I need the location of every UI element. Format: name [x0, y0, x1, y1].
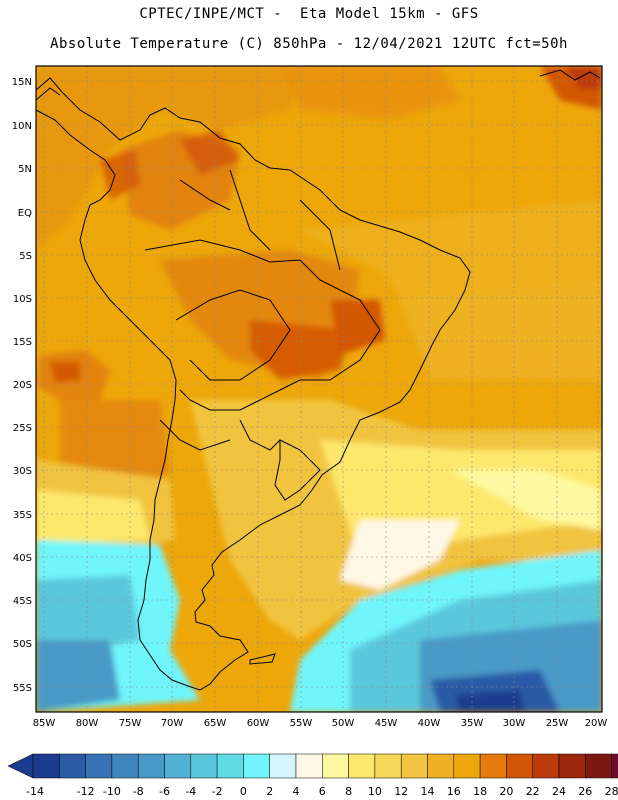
lon-label: 25W — [546, 718, 569, 729]
colorbar-swatch — [322, 753, 349, 779]
lat-label: 10N — [12, 121, 32, 132]
colorbar-label: -2 — [212, 785, 223, 798]
lat-label: 35S — [13, 510, 32, 521]
colorbar-label: 14 — [421, 785, 435, 798]
colorbar-label: -10 — [103, 785, 121, 798]
coastlines — [36, 69, 601, 691]
colorbar-swatch — [243, 753, 270, 779]
lon-label: 75W — [119, 718, 142, 729]
colorbar-swatch — [59, 753, 86, 779]
lat-label: 15N — [12, 77, 32, 88]
lon-label: 30W — [503, 718, 526, 729]
colorbar-label: -6 — [159, 785, 170, 798]
colorbar-swatch — [532, 753, 560, 779]
colorbar-label: 16 — [447, 785, 461, 798]
colorbar-label: 8 — [345, 785, 352, 798]
lat-label: 30S — [13, 466, 32, 477]
longitude-axis: 85W 80W 75W 70W 65W 60W 55W 50W 45W 40W … — [33, 718, 608, 729]
colorbar-label: 18 — [473, 785, 487, 798]
colorbar-swatch — [269, 753, 297, 779]
lat-label: 25S — [13, 423, 32, 434]
colorbar-label: 20 — [499, 785, 513, 798]
colorbar-label: 28 — [605, 785, 618, 798]
colorbar-label: 12 — [394, 785, 408, 798]
colorbar-label: -12 — [77, 785, 95, 798]
lat-label: 55S — [13, 683, 32, 694]
lon-label: 40W — [418, 718, 441, 729]
lat-label: 5N — [18, 164, 32, 175]
lat-label: 10S — [13, 294, 32, 305]
colorbar-swatch — [611, 753, 618, 779]
map-frame — [35, 65, 603, 713]
map-title-line-2: Absolute Temperature (C) 850hPa - 12/04/… — [50, 36, 568, 52]
lon-label: 80W — [76, 718, 99, 729]
lat-label: 45S — [13, 596, 32, 607]
lon-label: 55W — [290, 718, 313, 729]
colorbar-label: 6 — [319, 785, 326, 798]
colorbar-swatch — [32, 753, 60, 779]
colorbar-swatch — [295, 753, 323, 779]
colorbar-swatch — [400, 753, 428, 779]
map-title-line-1: CPTEC/INPE/MCT - Eta Model 15km - GFS — [139, 6, 479, 22]
colorbar-label: 0 — [240, 785, 247, 798]
colorbar-label: 26 — [578, 785, 592, 798]
lon-label: 60W — [247, 718, 270, 729]
colorbar-swatch — [190, 753, 218, 779]
colorbar-swatch — [164, 753, 192, 779]
colorbar-swatch — [85, 753, 113, 779]
colorbar-label: 10 — [368, 785, 382, 798]
colorbar-swatch — [137, 753, 165, 779]
lon-label: 50W — [332, 718, 355, 729]
colorbar-swatch — [216, 753, 244, 779]
colorbar-label: 24 — [552, 785, 566, 798]
colorbar-label: 2 — [266, 785, 273, 798]
lon-label: 85W — [33, 718, 56, 729]
lon-label: 70W — [161, 718, 184, 729]
colorbar-swatch — [506, 753, 533, 779]
colorbar-label: -14 — [26, 785, 44, 798]
colorbar-swatch — [374, 753, 402, 779]
temperature-field — [36, 66, 602, 712]
colorbar-label: -4 — [185, 785, 196, 798]
lat-label: 50S — [13, 639, 32, 650]
colorbar-lower-arrow — [7, 753, 34, 779]
lat-label: 40S — [13, 553, 32, 564]
colorbar-label: 22 — [526, 785, 540, 798]
lat-label: EQ — [18, 208, 32, 219]
colorbar-swatch — [585, 753, 612, 779]
graticule — [36, 66, 602, 712]
lon-label: 20W — [585, 718, 608, 729]
colorbar-swatch — [558, 753, 586, 779]
lon-label: 45W — [375, 718, 398, 729]
colorbar-label: -8 — [133, 785, 144, 798]
colorbar-swatch — [453, 753, 481, 779]
lat-label: 20S — [13, 380, 32, 391]
lon-label: 35W — [461, 718, 484, 729]
colorbar-label: 4 — [293, 785, 300, 798]
lon-label: 65W — [204, 718, 227, 729]
colorbar-swatch — [348, 753, 376, 779]
colorbar-swatch — [111, 753, 139, 779]
colorbar-swatch — [427, 753, 455, 779]
latitude-axis: 15N 10N 5N EQ 5S 10S 15S 20S 25S 30S 35S… — [12, 77, 32, 694]
lat-label: 15S — [13, 337, 32, 348]
lat-label: 5S — [19, 251, 32, 262]
colorbar-swatch — [479, 753, 507, 779]
colorbar: -14 -12 -10 -8 -6 -4 -2 0 2 4 6 8 10 12 14 16 18 20 22 24 26… — [7, 753, 618, 798]
